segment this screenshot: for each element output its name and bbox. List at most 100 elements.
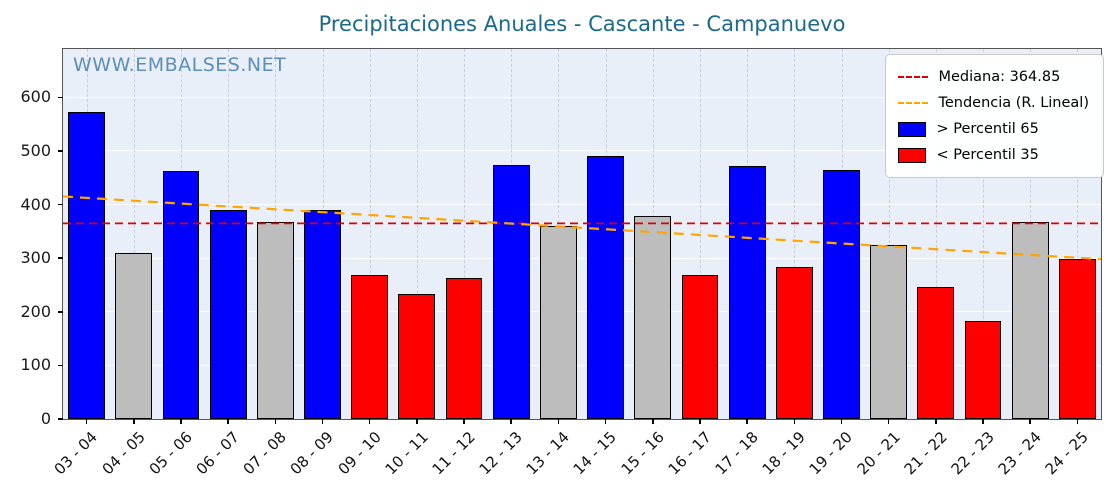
lines-overlay: [62, 195, 1102, 261]
x-tick-label: 03 - 04: [51, 428, 102, 479]
y-tick-label: 600: [20, 87, 51, 107]
x-tick-label: 05 - 06: [145, 428, 196, 479]
bar-03-04: [68, 112, 105, 419]
x-tick-label: 18 - 19: [758, 428, 810, 479]
x-tick-label: 16 - 17: [664, 428, 715, 479]
trend-dashed-line-swatch: [898, 102, 929, 104]
vertical-gridline: [133, 49, 135, 419]
y-tick-mark: [58, 150, 63, 152]
legend-label-p65: > Percentil 65: [936, 121, 1039, 137]
x-tick-label: 23 - 24: [994, 428, 1045, 479]
x-tick-mark: [85, 419, 88, 424]
bar-11-12: [445, 277, 483, 419]
x-tick-mark: [557, 419, 560, 424]
legend-item-p35: < Percentil 35: [898, 142, 1089, 168]
bar-06-07: [209, 209, 247, 419]
gridline: [63, 96, 1101, 98]
x-tick-label: 04 - 05: [98, 428, 149, 479]
y-tick-label: 0: [40, 409, 51, 428]
legend: Mediana: 364.85 Tendencia (R. Lineal) > …: [885, 54, 1104, 178]
vertical-gridline: [464, 49, 466, 419]
gridline: [63, 204, 1101, 206]
x-tick-mark: [982, 419, 984, 424]
median-dashed-line-swatch: [898, 76, 929, 78]
y-tick-mark: [58, 311, 63, 313]
x-tick-label: 08 - 09: [286, 428, 338, 479]
vertical-gridline: [935, 49, 937, 419]
vertical-gridline: [416, 49, 418, 419]
legend-label-trend: Tendencia (R. Lineal): [938, 95, 1089, 111]
vertical-gridline: [983, 49, 985, 419]
legend-label-median: Mediana: 364.85: [938, 69, 1061, 85]
x-tick-mark: [699, 419, 701, 424]
watermark: WWW.EMBALSES.NET: [73, 54, 287, 76]
x-tick-label: 14 - 15: [570, 428, 621, 479]
legend-item-median: Mediana: 364.85: [898, 64, 1089, 90]
blue-bar-swatch: [898, 121, 927, 137]
y-tick-label: 200: [20, 301, 51, 321]
x-tick-label: 09 - 10: [334, 428, 385, 479]
x-tick-mark: [746, 419, 748, 424]
x-tick-label: 07 - 08: [239, 428, 291, 479]
vertical-gridline: [1077, 49, 1079, 419]
x-tick-mark: [227, 419, 229, 424]
bar-10-11: [398, 294, 436, 419]
bar-14-15: [587, 156, 624, 419]
y-tick-mark: [58, 364, 63, 367]
x-tick-mark: [652, 419, 654, 424]
x-tick-mark: [463, 419, 465, 424]
x-tick-label: 22 - 23: [947, 428, 998, 479]
y-tick-label: 100: [20, 355, 51, 375]
bar-19-20: [823, 170, 860, 419]
gridline: [63, 150, 1101, 152]
y-tick-mark: [58, 203, 63, 206]
y-tick-label: 500: [20, 140, 51, 160]
gridline: [63, 311, 1101, 313]
bar-17-18: [728, 166, 766, 419]
bar-07-08: [256, 221, 294, 419]
bar-16-17: [681, 275, 719, 419]
x-tick-label: 11 - 12: [428, 428, 479, 479]
y-tick-label: 400: [20, 194, 51, 214]
x-tick-mark: [604, 419, 607, 424]
bar-04-05: [115, 252, 153, 419]
x-tick-mark: [1029, 419, 1031, 424]
y-tick-label: 300: [20, 248, 51, 268]
x-tick-mark: [935, 419, 937, 424]
x-tick-label: 24 - 25: [1041, 428, 1093, 479]
x-tick-mark: [133, 419, 135, 424]
x-tick-mark: [510, 419, 512, 424]
bar-12-13: [492, 165, 530, 419]
y-tick-mark: [58, 257, 63, 259]
x-tick-label: 19 - 20: [805, 428, 857, 479]
gridline: [63, 257, 1101, 259]
x-tick-label: 10 - 11: [381, 428, 432, 479]
vertical-gridline: [888, 49, 890, 419]
x-tick-mark: [793, 419, 796, 424]
x-tick-mark: [180, 419, 182, 424]
x-tick-mark: [840, 419, 843, 424]
bar-05-06: [162, 171, 200, 419]
bar-08-09: [304, 209, 341, 419]
y-tick-mark: [58, 418, 63, 420]
legend-label-p35: < Percentil 35: [936, 147, 1039, 163]
legend-item-trend: Tendencia (R. Lineal): [898, 90, 1089, 116]
vertical-gridline: [369, 49, 371, 419]
bar-21-22: [917, 287, 955, 419]
trend-line: [62, 195, 1102, 261]
bar-09-10: [351, 275, 389, 419]
vertical-gridline: [794, 49, 796, 419]
red-bar-swatch: [898, 147, 927, 163]
bar-22-23: [964, 320, 1002, 419]
bar-13-14: [540, 225, 577, 419]
x-tick-mark: [368, 419, 371, 424]
bar-24-25: [1059, 258, 1096, 419]
y-tick-mark: [58, 96, 63, 98]
x-tick-mark: [887, 419, 890, 424]
x-tick-label: 06 - 07: [192, 428, 243, 479]
gridline: [63, 364, 1101, 366]
x-tick-label: 13 - 14: [522, 428, 574, 479]
legend-item-p65: > Percentil 65: [898, 116, 1089, 142]
chart-title: Precipitaciones Anuales - Cascante - Cam…: [318, 12, 846, 36]
